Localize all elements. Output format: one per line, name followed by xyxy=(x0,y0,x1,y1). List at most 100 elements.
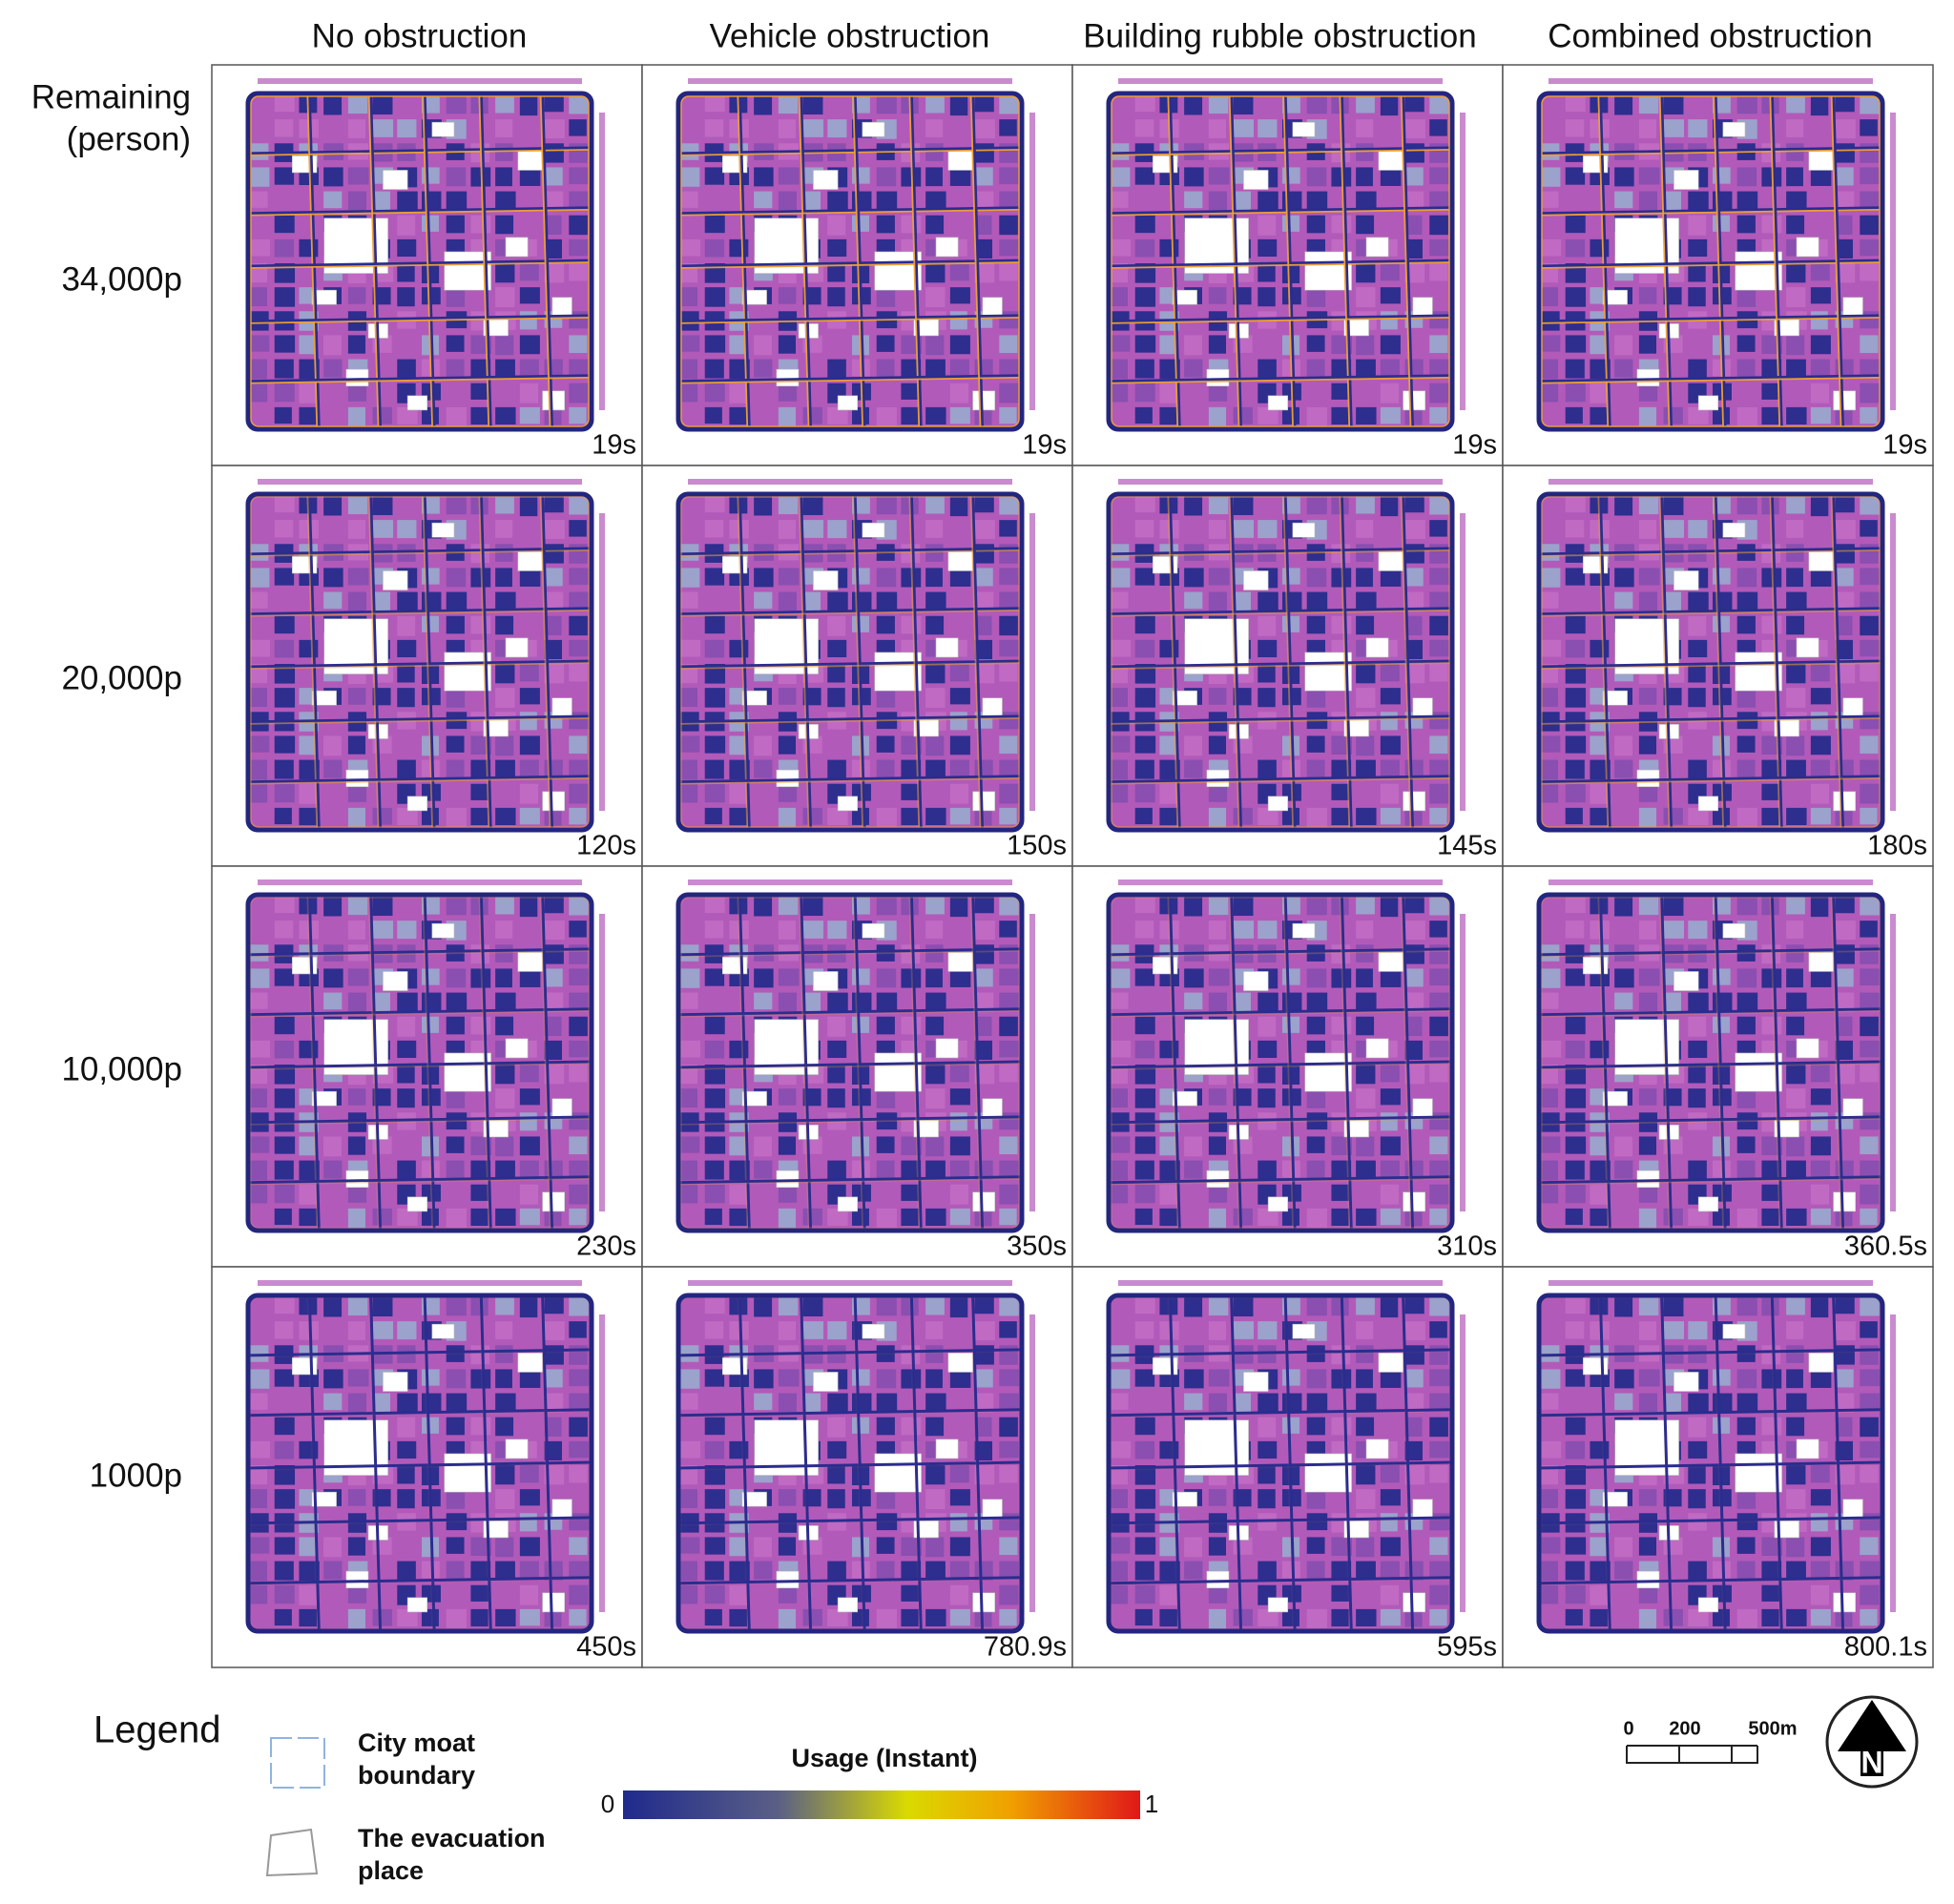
city-block xyxy=(852,1393,872,1412)
city-block xyxy=(569,1136,588,1155)
city-block xyxy=(1233,1208,1253,1226)
road-usage xyxy=(1339,493,1351,831)
road-usage xyxy=(677,208,1023,217)
city-block xyxy=(1761,897,1779,916)
city-block xyxy=(397,639,417,658)
road-usage xyxy=(1538,1463,1883,1471)
city-block xyxy=(680,1369,700,1389)
road xyxy=(1283,93,1297,430)
city-block xyxy=(999,1417,1018,1438)
city-block xyxy=(1429,1321,1447,1338)
road-usage xyxy=(677,316,1023,324)
city-block xyxy=(1541,544,1560,561)
city-block xyxy=(1380,215,1401,232)
city-block xyxy=(1614,1321,1632,1339)
city-block xyxy=(1258,1345,1277,1363)
city-block xyxy=(1356,807,1377,825)
evacuation-place xyxy=(1172,1090,1197,1107)
city-block xyxy=(949,263,969,281)
city-block xyxy=(1306,1136,1325,1153)
city-block xyxy=(1111,1440,1132,1459)
city-block xyxy=(519,591,537,611)
city-block xyxy=(1233,119,1255,137)
city-block xyxy=(1233,1584,1254,1604)
road-usage xyxy=(1713,1294,1725,1632)
evacuation-place xyxy=(345,1570,369,1589)
city-block xyxy=(1306,167,1327,187)
road-usage xyxy=(852,1294,864,1632)
city-block xyxy=(1429,1417,1448,1438)
city-block xyxy=(299,1136,317,1156)
city-block xyxy=(299,1393,319,1411)
evacuation-place xyxy=(542,1191,566,1212)
evacuation-place xyxy=(813,570,839,590)
city-block xyxy=(999,568,1020,586)
evacuation-place xyxy=(1343,1120,1369,1138)
city-block xyxy=(1429,143,1448,163)
outer-strip xyxy=(1460,1314,1466,1612)
city-block xyxy=(974,615,992,636)
city-block xyxy=(1331,615,1352,634)
city-block xyxy=(925,1160,946,1180)
city-block xyxy=(422,191,442,210)
city-block xyxy=(827,359,846,380)
city-block xyxy=(1380,712,1398,731)
city-block xyxy=(1810,1016,1831,1033)
city-block xyxy=(1258,1160,1277,1181)
city-block xyxy=(1306,383,1325,403)
city-block xyxy=(680,1016,700,1037)
city-block xyxy=(1306,1088,1326,1108)
road-usage xyxy=(908,93,921,430)
city-block xyxy=(347,1088,366,1106)
city-block xyxy=(347,921,366,940)
road xyxy=(971,93,985,430)
city-block xyxy=(1736,968,1757,988)
city-block xyxy=(299,1465,318,1485)
city-block xyxy=(495,1208,516,1226)
city-block xyxy=(1429,1065,1448,1083)
city-block xyxy=(397,1417,416,1438)
city-block xyxy=(347,167,369,185)
city-block xyxy=(495,191,516,209)
city-block xyxy=(1786,664,1806,684)
road-usage xyxy=(247,376,592,384)
road xyxy=(247,1460,592,1470)
city-block xyxy=(999,992,1020,1010)
city-block xyxy=(299,1016,321,1036)
city-block xyxy=(1404,215,1423,236)
city-block xyxy=(680,1065,698,1085)
city-block xyxy=(1429,591,1450,610)
city-block xyxy=(470,1016,491,1035)
road xyxy=(1108,1007,1453,1017)
city-block xyxy=(519,783,539,804)
city-block xyxy=(495,1016,514,1036)
city-block xyxy=(754,191,773,209)
outer-strip xyxy=(1549,880,1873,885)
city-block xyxy=(1614,568,1634,588)
city-block xyxy=(1688,1297,1706,1317)
scale-bar xyxy=(1626,1745,1758,1764)
city-block xyxy=(1429,359,1450,378)
city-block xyxy=(680,1297,698,1314)
city-block xyxy=(1331,1417,1352,1436)
city-block xyxy=(250,544,269,561)
city-block xyxy=(519,1489,540,1506)
city-block xyxy=(1860,897,1880,916)
city-block xyxy=(544,215,562,236)
city-block xyxy=(1736,335,1756,352)
evacuation-place xyxy=(517,952,543,972)
city-block xyxy=(250,95,268,113)
city-block xyxy=(397,1561,416,1582)
city-block xyxy=(1786,992,1807,1010)
city-block xyxy=(1331,1489,1350,1507)
city-block xyxy=(544,639,562,660)
city-block xyxy=(1258,759,1277,780)
evacuation-place xyxy=(1673,1372,1699,1392)
city-block xyxy=(1810,1489,1831,1506)
city-block xyxy=(949,1321,970,1339)
city-block xyxy=(323,759,343,778)
city-block xyxy=(1860,1160,1881,1179)
city-block xyxy=(470,191,489,210)
city-block xyxy=(876,1393,898,1414)
city-block xyxy=(470,807,488,826)
